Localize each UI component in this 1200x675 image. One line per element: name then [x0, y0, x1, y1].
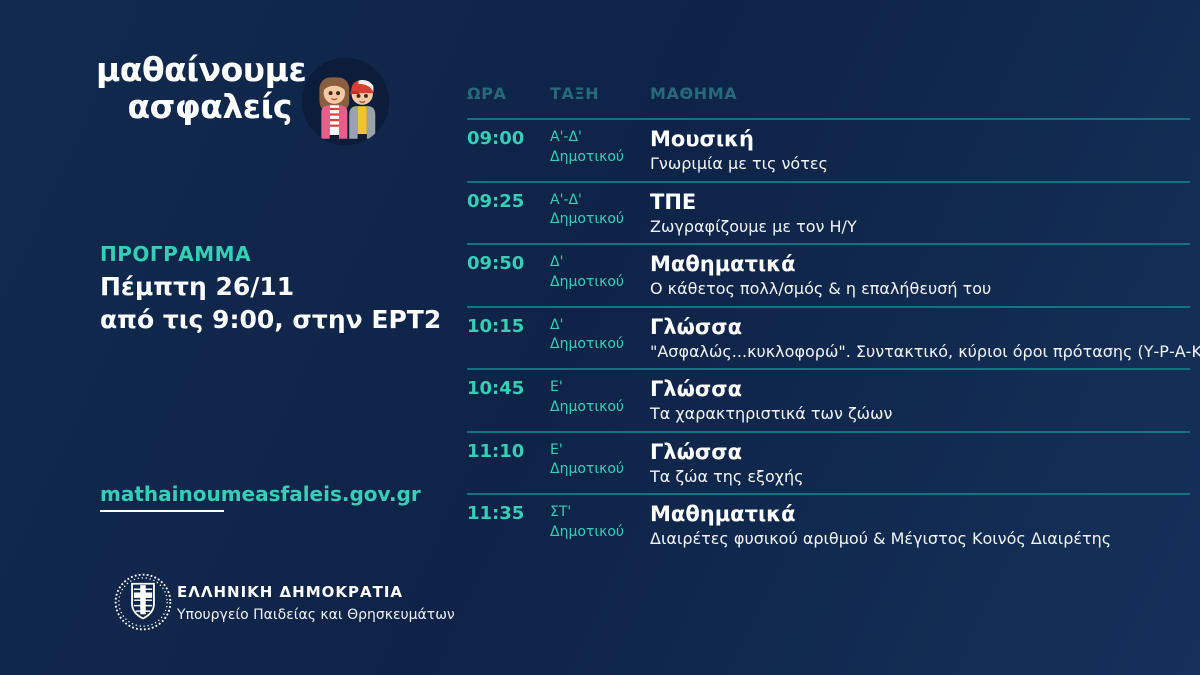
- row-class: Ε' Δημοτικού: [550, 378, 650, 431]
- brand-line1: μαθαίνουμε: [96, 50, 307, 89]
- row-lesson: Μαθηματικά Διαιρέτες φυσικού αριθμού & Μ…: [650, 502, 1190, 558]
- row-subject: Μουσική: [650, 127, 754, 151]
- row-topic: Τα ζώα της εξοχής: [650, 466, 804, 486]
- row-lesson: Γλώσσα Τα ζώα της εξοχής: [650, 439, 1190, 494]
- col-header-time: ΩΡΑ: [467, 84, 507, 103]
- org-name: ΕΛΛΗΝΙΚΗ ΔΗΜΟΚΡΑΤΙΑ: [177, 583, 404, 601]
- row-class: Ε' Δημοτικού: [550, 441, 650, 494]
- program-date: Πέμπτη 26/11: [100, 272, 295, 301]
- row-lesson: ΤΠΕ Ζωγραφίζουμε με τον Η/Υ: [650, 189, 1190, 244]
- brand-line2: ασφαλείς: [127, 86, 292, 126]
- col-header-subject: ΜΑΘΗΜΑ: [650, 84, 738, 103]
- row-grade: Α'-Δ': [550, 129, 582, 145]
- greek-republic-emblem-icon: [114, 573, 172, 631]
- website-underline: [100, 510, 224, 512]
- row-topic: Τα χαρακτηριστικά των ζώων: [650, 404, 893, 424]
- schedule-table: ΩΡΑ ΤΑΞΗ ΜΑΘΗΜΑ 09:00 Α'-Δ' Δημοτικού Μο…: [467, 84, 1200, 558]
- row-time: 11:35: [467, 503, 525, 524]
- row-class: ΣΤ' Δημοτικού: [550, 503, 650, 558]
- row-class: Δ' Δημοτικού: [550, 253, 650, 306]
- row-time: 11:10: [467, 440, 525, 462]
- row-level: Δημοτικού: [550, 273, 625, 290]
- row-time: 09:25: [467, 190, 525, 212]
- row-grade: Α'-Δ': [550, 191, 582, 208]
- row-subject: Μαθηματικά: [650, 502, 796, 526]
- row-time: 09:50: [467, 253, 525, 274]
- row-grade: Δ': [550, 316, 564, 333]
- kids-illustration: [299, 55, 392, 148]
- row-grade: Δ': [550, 254, 564, 270]
- row-lesson: Γλώσσα "Ασφαλώς...κυκλοφορώ". Συντακτικό…: [650, 314, 1200, 369]
- row-time: 09:00: [467, 128, 525, 149]
- row-lesson: Μουσική Γνωριμία με τις νότες: [650, 127, 1190, 181]
- row-time: 10:45: [467, 378, 525, 399]
- row-class: Α'-Δ' Δημοτικού: [550, 128, 650, 181]
- row-topic: Ο κάθετος πολλ/σμός & η επαλήθευσή του: [650, 279, 992, 299]
- row-time: 10:15: [467, 315, 525, 337]
- row-lesson: Γλώσσα Τα χαρακτηριστικά των ζώων: [650, 377, 1190, 431]
- schedule-header: ΩΡΑ ΤΑΞΗ ΜΑΘΗΜΑ: [467, 84, 1190, 120]
- schedule-row: 10:15 Δ' Δημοτικού Γλώσσα "Ασφαλώς...κυκ…: [467, 308, 1200, 370]
- row-subject: Γλώσσα: [650, 439, 743, 464]
- row-topic: "Ασφαλώς...κυκλοφορώ". Συντακτικό, κύριο…: [650, 341, 1200, 361]
- schedule-rows: 09:00 Α'-Δ' Δημοτικού Μουσική Γνωριμία μ…: [467, 120, 1200, 558]
- kids-icon: [301, 57, 390, 146]
- website-link[interactable]: mathainoumeasfaleis.gov.gr: [100, 482, 421, 506]
- row-level: Δημοτικού: [550, 523, 625, 540]
- schedule-row: 09:50 Δ' Δημοτικού Μαθηματικά Ο κάθετος …: [467, 245, 1190, 308]
- program-label: ΠΡΟΓΡΑΜΜΑ: [100, 242, 252, 266]
- row-topic: Διαιρέτες φυσικού αριθμού & Μέγιστος Κοι…: [650, 529, 1112, 549]
- schedule-row: 11:35 ΣΤ' Δημοτικού Μαθηματικά Διαιρέτες…: [467, 495, 1190, 558]
- row-subject: Γλώσσα: [650, 377, 743, 401]
- schedule-row: 09:00 Α'-Δ' Δημοτικού Μουσική Γνωριμία μ…: [467, 120, 1190, 183]
- schedule-row: 11:10 Ε' Δημοτικού Γλώσσα Τα ζώα της εξο…: [467, 433, 1190, 495]
- footer-text: ΕΛΛΗΝΙΚΗ ΔΗΜΟΚΡΑΤΙΑ Υπουργείο Παιδείας κ…: [177, 583, 455, 623]
- program-details: από τις 9:00, στην ΕΡΤ2: [100, 305, 442, 334]
- row-grade: Ε': [550, 379, 563, 395]
- row-subject: ΤΠΕ: [650, 189, 697, 214]
- row-level: Δημοτικού: [550, 461, 625, 478]
- row-topic: Γνωριμία με τις νότες: [650, 154, 828, 174]
- row-topic: Ζωγραφίζουμε με τον Η/Υ: [650, 216, 857, 236]
- row-level: Δημοτικού: [550, 336, 625, 353]
- brand-logo-text: μαθαίνουμε ασφαλείς: [96, 50, 307, 126]
- org-dept: Υπουργείο Παιδείας και Θρησκευμάτων: [177, 607, 455, 623]
- row-level: Δημοτικού: [550, 148, 625, 165]
- col-header-class: ΤΑΞΗ: [550, 84, 600, 103]
- row-subject: Μαθηματικά: [650, 252, 796, 276]
- row-class: Α'-Δ' Δημοτικού: [550, 191, 650, 244]
- row-lesson: Μαθηματικά Ο κάθετος πολλ/σμός & η επαλή…: [650, 252, 1190, 306]
- row-class: Δ' Δημοτικού: [550, 316, 650, 369]
- row-grade: Ε': [550, 441, 563, 458]
- row-level: Δημοτικού: [550, 211, 625, 228]
- row-subject: Γλώσσα: [650, 314, 743, 339]
- schedule-row: 09:25 Α'-Δ' Δημοτικού ΤΠΕ Ζωγραφίζουμε μ…: [467, 183, 1190, 245]
- row-level: Δημοτικού: [550, 398, 625, 415]
- row-grade: ΣΤ': [550, 504, 572, 520]
- schedule-row: 10:45 Ε' Δημοτικού Γλώσσα Τα χαρακτηριστ…: [467, 370, 1190, 433]
